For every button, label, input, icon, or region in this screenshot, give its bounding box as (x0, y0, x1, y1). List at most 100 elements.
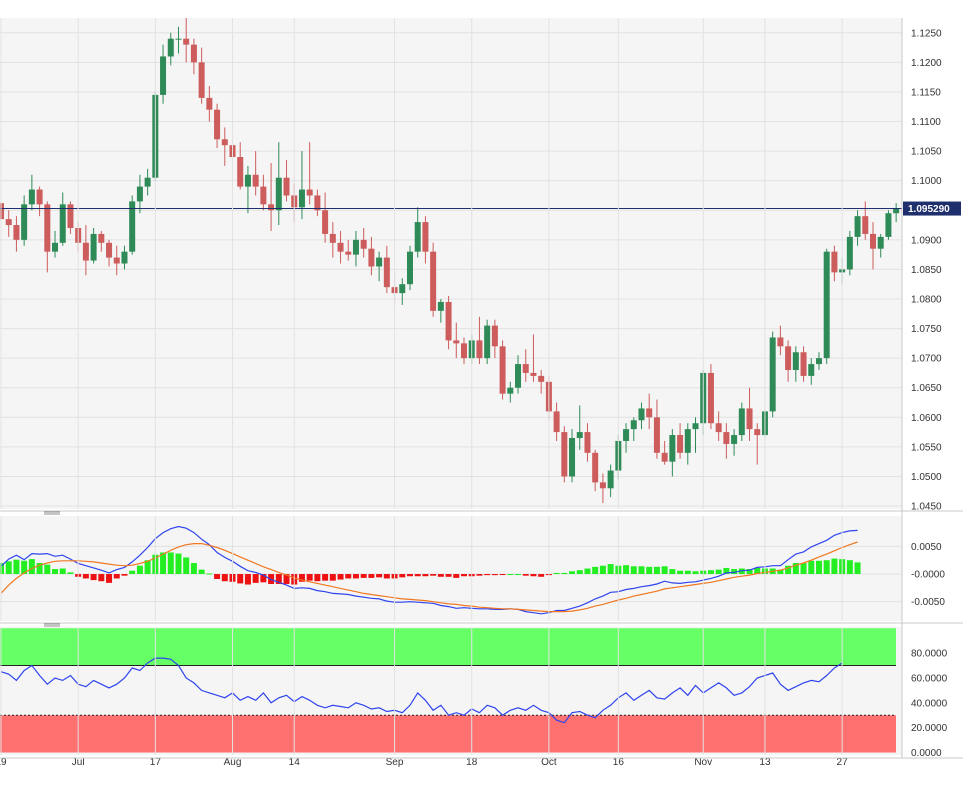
x-tick-label: Oct (541, 757, 557, 768)
x-tick-label: 14 (289, 757, 301, 768)
candle-body (260, 186, 267, 205)
candle-body (28, 189, 35, 205)
last-price-tag (903, 201, 961, 216)
macd-histogram-bar (553, 572, 560, 575)
price-tick-label: 1.1000 (911, 176, 942, 187)
candle-body (275, 177, 282, 211)
macd-histogram-bar (630, 566, 637, 575)
x-tick-label: 13 (759, 757, 771, 768)
candle-body (90, 233, 97, 261)
candle-body (52, 242, 59, 252)
macd-tick-label: -0.0050 (911, 597, 945, 608)
macd-histogram-bar (28, 559, 35, 575)
candle-body (607, 470, 614, 489)
macd-histogram-bar (383, 574, 390, 579)
macd-histogram-bar (198, 569, 205, 575)
overbought-zone (0, 628, 896, 666)
macd-histogram-bar (5, 561, 12, 575)
macd-histogram-bar (561, 572, 568, 575)
candle-body (399, 284, 406, 294)
macd-histogram-bar (322, 574, 329, 581)
candle-body (198, 62, 205, 98)
candle-body (221, 139, 228, 146)
candle-body (746, 408, 753, 430)
x-tick-label: 27 (837, 757, 849, 768)
rsi-tick-label: 60.0000 (911, 673, 948, 684)
candle-body (515, 364, 522, 388)
x-tick-label: Jul (72, 757, 85, 768)
macd-histogram-bar (314, 574, 321, 582)
candle-body (553, 411, 560, 433)
macd-histogram-bar (175, 553, 182, 575)
candle-body (484, 325, 491, 359)
candle-body (98, 233, 105, 243)
macd-histogram-bar (491, 574, 498, 576)
macd-histogram-bar (121, 574, 128, 576)
candle-body (268, 204, 275, 211)
x-tick-label: 18 (466, 757, 478, 768)
candle-body (59, 204, 66, 243)
candle-body (846, 236, 853, 270)
panel-resize-handles[interactable] (44, 511, 60, 627)
candle-body (337, 242, 344, 252)
macd-histogram-bar (592, 566, 599, 575)
candle-body (684, 429, 691, 453)
candle-body (499, 346, 506, 394)
candle-body (869, 233, 876, 249)
candle-body (877, 236, 884, 249)
candle-body (306, 189, 313, 196)
x-axis: 19 Jul 17 Aug 14 Sep 18 Oct 16 Nov 13 27 (0, 757, 848, 768)
macd-histogram-bar (82, 574, 89, 579)
x-tick-label: 19 (0, 757, 7, 768)
candle-body (360, 239, 367, 249)
macd-histogram-bar (522, 574, 529, 576)
price-tick-label: 1.0700 (911, 354, 942, 365)
macd-histogram-bar (715, 569, 722, 575)
macd-histogram-bar (298, 574, 305, 582)
x-tick-label: Aug (224, 757, 242, 768)
candle-body (237, 157, 244, 187)
macd-histogram-bar (52, 569, 59, 575)
rsi-panel: 80.0000 60.0000 40.0000 20.0000 0.0000 (0, 627, 948, 759)
candle-body (190, 44, 197, 63)
candle-body (646, 408, 653, 418)
macd-histogram-bar (846, 560, 853, 575)
candle-body (167, 38, 174, 57)
candle-body (0, 203, 4, 220)
macd-histogram-bar (515, 574, 522, 576)
macd-histogram-bar (98, 574, 105, 582)
macd-histogram-bar (59, 568, 66, 575)
candle-body (584, 432, 591, 453)
candle-body (113, 257, 120, 264)
macd-histogram-bar (607, 564, 614, 575)
macd-histogram-bar (190, 562, 197, 575)
macd-histogram-bar (21, 560, 28, 575)
price-tick-label: 1.0800 (911, 294, 942, 305)
candle-body (368, 248, 375, 267)
candle-body (723, 432, 730, 444)
candle-body (530, 372, 537, 376)
macd-histogram-bar (800, 562, 807, 575)
macd-histogram-bar (306, 574, 313, 581)
x-tick-label: Nov (694, 757, 712, 768)
macd-histogram-bar (707, 570, 714, 575)
candle-body (661, 452, 668, 462)
candle-body (476, 340, 483, 359)
candle-body (677, 435, 684, 453)
macd-histogram-bar (646, 566, 653, 575)
macd-histogram-bar (221, 574, 228, 582)
macd-histogram-bar (414, 574, 421, 577)
macd-histogram-bar (661, 566, 668, 575)
macd-histogram-bar (823, 560, 830, 575)
candle-body (283, 177, 290, 196)
rsi-line (0, 657, 843, 724)
macd-histogram-bar (352, 574, 359, 579)
candle-body (13, 225, 20, 240)
macd-tick-label: -0.0000 (911, 570, 945, 581)
candle-body (183, 38, 190, 45)
candle-body (522, 364, 529, 373)
candle-body (21, 204, 28, 240)
macd-histogram-bar (90, 574, 97, 581)
candle-body (707, 372, 714, 424)
macd-histogram-bar (507, 574, 514, 576)
